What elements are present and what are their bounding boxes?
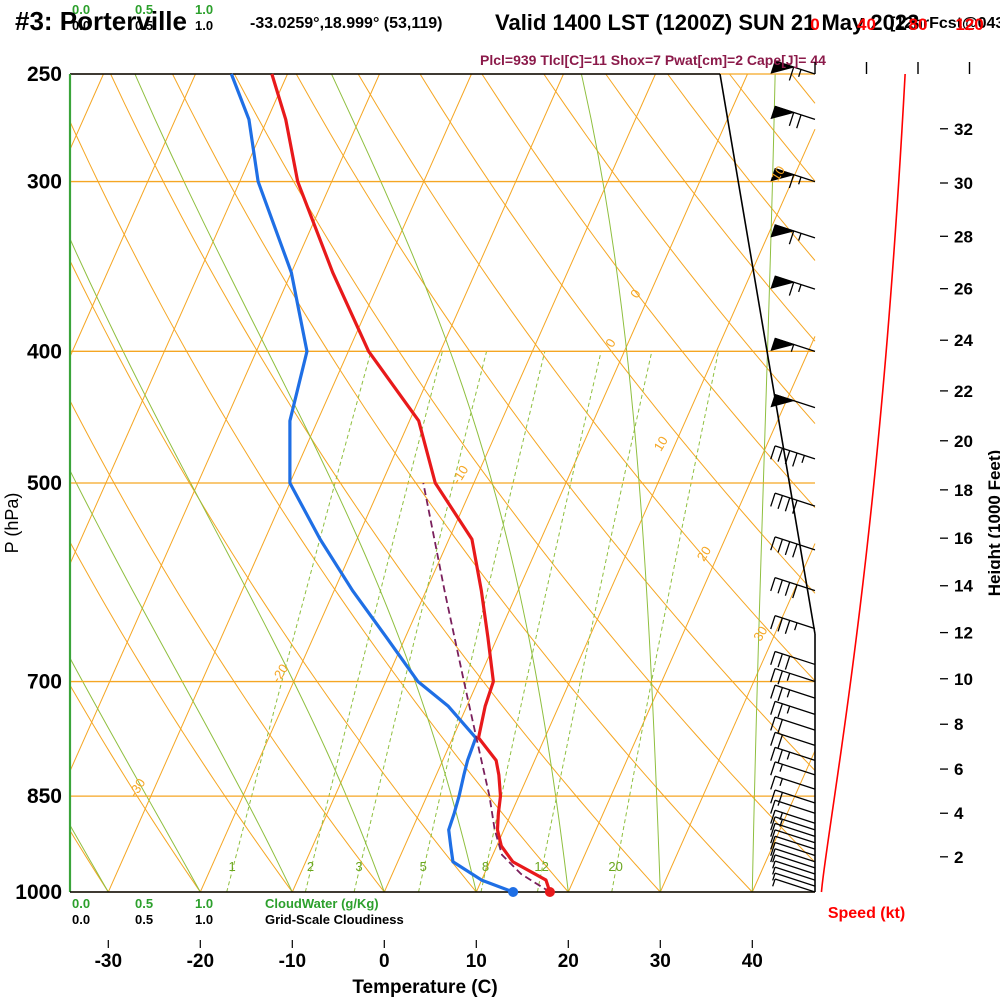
- svg-text:4: 4: [954, 804, 964, 823]
- svg-text:700: 700: [27, 671, 62, 694]
- svg-text:40: 40: [742, 951, 763, 972]
- svg-text:10: 10: [466, 951, 487, 972]
- svg-text:0.0: 0.0: [72, 896, 90, 911]
- svg-text:24: 24: [954, 331, 973, 350]
- svg-text:8: 8: [954, 715, 963, 734]
- svg-text:-10: -10: [279, 951, 306, 972]
- svg-text:2: 2: [954, 848, 963, 867]
- svg-text:1000: 1000: [15, 881, 62, 904]
- svg-text:0: 0: [379, 951, 390, 972]
- svg-text:1.0: 1.0: [195, 896, 213, 911]
- svg-text:1: 1: [229, 859, 236, 874]
- svg-text:-33.0259°,18.999° (53,119): -33.0259°,18.999° (53,119): [250, 15, 443, 32]
- svg-text:#3: Porterville: #3: Porterville: [15, 6, 187, 36]
- svg-text:16: 16: [954, 529, 973, 548]
- svg-text:2: 2: [307, 859, 314, 874]
- svg-text:0: 0: [810, 15, 819, 34]
- svg-text:8: 8: [482, 859, 489, 874]
- svg-text:0.0: 0.0: [72, 912, 90, 927]
- svg-text:300: 300: [27, 171, 62, 194]
- svg-text:-30: -30: [95, 951, 122, 972]
- svg-text:Valid 1400 LST (1200Z) SUN 21: Valid 1400 LST (1200Z) SUN 21 May 2023: [495, 10, 919, 35]
- svg-text:20: 20: [558, 951, 579, 972]
- svg-text:1.0: 1.0: [195, 18, 213, 33]
- svg-text:500: 500: [27, 472, 62, 495]
- svg-text:12: 12: [954, 624, 973, 643]
- svg-text:-20: -20: [187, 951, 214, 972]
- svg-text:6: 6: [954, 760, 963, 779]
- svg-text:12: 12: [534, 859, 548, 874]
- svg-text:CloudWater (g/Kg): CloudWater (g/Kg): [265, 896, 379, 911]
- svg-text:1.0: 1.0: [195, 912, 213, 927]
- svg-text:850: 850: [27, 785, 62, 808]
- svg-text:1.0: 1.0: [195, 2, 213, 17]
- svg-text:Grid-Scale Cloudiness: Grid-Scale Cloudiness: [265, 912, 404, 927]
- svg-text:40: 40: [857, 15, 876, 34]
- svg-text:Plcl=939 Tlcl[C]=11 Shox=7 Pwa: Plcl=939 Tlcl[C]=11 Shox=7 Pwat[cm]=2 Ca…: [480, 52, 826, 68]
- svg-text:0.5: 0.5: [135, 896, 153, 911]
- svg-text:400: 400: [27, 340, 62, 363]
- svg-text:3: 3: [355, 859, 362, 874]
- svg-text:30: 30: [650, 951, 671, 972]
- svg-text:32: 32: [954, 120, 973, 139]
- svg-text:10: 10: [954, 670, 973, 689]
- svg-text:80: 80: [909, 15, 928, 34]
- svg-text:28: 28: [954, 227, 973, 246]
- svg-text:18: 18: [954, 481, 973, 500]
- svg-text:26: 26: [954, 280, 973, 299]
- svg-text:20: 20: [608, 859, 622, 874]
- svg-text:Height (1000 Feet): Height (1000 Feet): [985, 450, 1000, 596]
- svg-text:Temperature (C): Temperature (C): [352, 977, 497, 998]
- svg-text:5: 5: [420, 859, 427, 874]
- svg-text:P (hPa): P (hPa): [2, 493, 22, 554]
- svg-text:Speed (kt): Speed (kt): [828, 905, 905, 922]
- svg-text:0.5: 0.5: [135, 912, 153, 927]
- svg-text:120: 120: [955, 15, 983, 34]
- svg-text:14: 14: [954, 577, 973, 596]
- svg-text:30: 30: [954, 174, 973, 193]
- svg-text:250: 250: [27, 63, 62, 86]
- svg-text:20: 20: [954, 432, 973, 451]
- svg-text:22: 22: [954, 382, 973, 401]
